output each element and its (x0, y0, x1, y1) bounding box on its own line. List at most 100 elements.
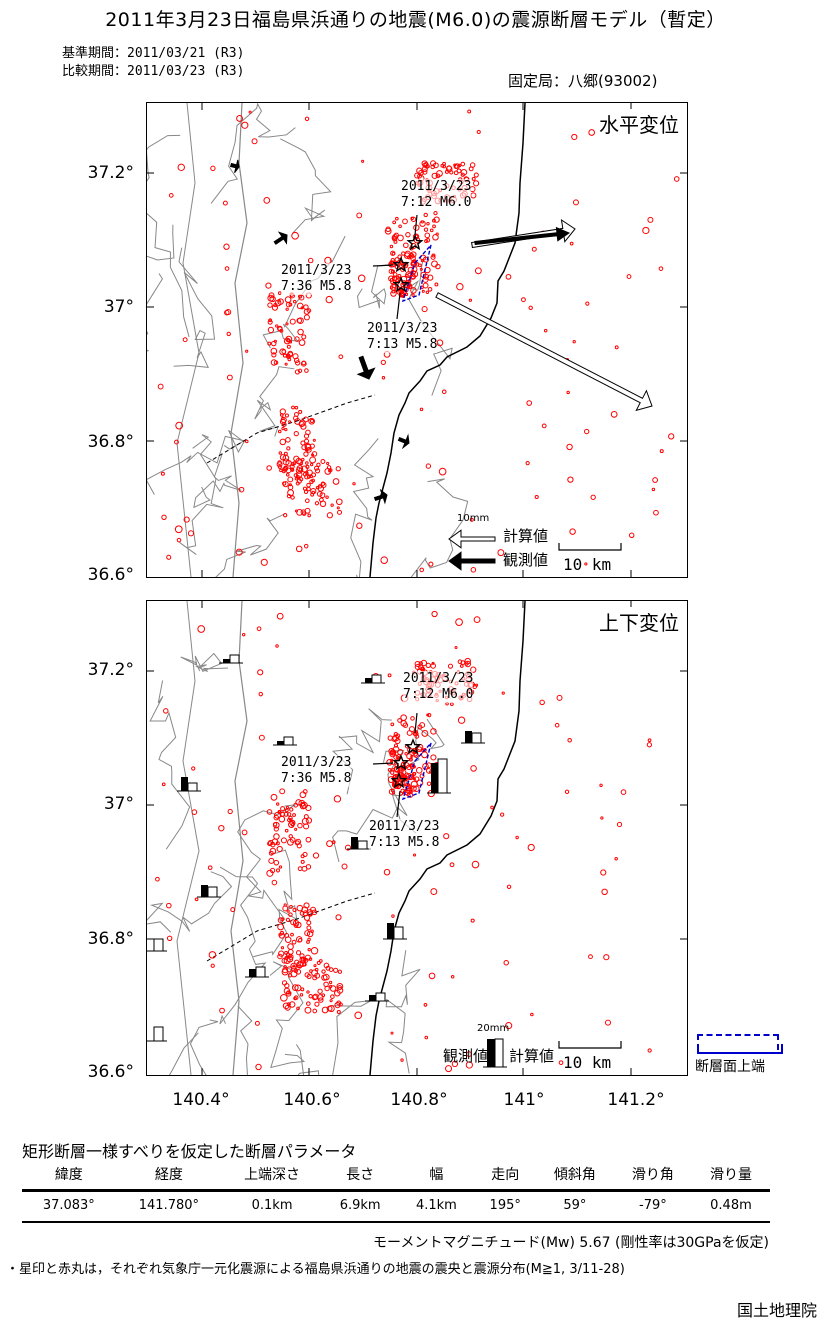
seismicity-dot (299, 993, 304, 997)
seismicity-dot (277, 810, 282, 815)
seismicity-dot (515, 835, 519, 840)
contour-line (176, 103, 200, 577)
seismicity-dot (296, 302, 304, 310)
seismicity-dot (384, 227, 392, 235)
seismicity-dot (435, 263, 441, 270)
seismicity-dot (269, 295, 276, 303)
seismicity-dot (290, 467, 294, 471)
seismicity-dot (470, 192, 477, 199)
label-leader (414, 712, 418, 734)
contour-line (149, 680, 191, 850)
seismicity-dot (286, 493, 292, 499)
seismicity-dot (585, 301, 590, 306)
seismicity-dot (326, 1005, 333, 1012)
cell: 37.083° (22, 1190, 116, 1223)
seismicity-dot (646, 742, 652, 748)
seismicity-dot (293, 802, 299, 808)
cell: 195° (474, 1190, 536, 1223)
seismicity-dot (218, 824, 225, 832)
seismicity-dot (501, 691, 505, 695)
seismicity-dot (157, 383, 164, 390)
seismicity-dot (566, 390, 570, 395)
seismicity-dot (525, 460, 530, 466)
seismicity-dot (245, 349, 249, 353)
seismicity-dot (335, 914, 342, 921)
seismicity-dot (390, 1031, 394, 1035)
seismicity-dot (312, 1008, 318, 1014)
seismicity-dot (471, 176, 476, 181)
seismicity-dot (294, 509, 298, 513)
y-tick-label: 36.6° (87, 565, 134, 585)
seismicity-dot (469, 162, 476, 168)
seismicity-dot (647, 738, 652, 743)
seismicity-dot (294, 336, 300, 342)
seismicity-dot (236, 115, 243, 122)
seismicity-dot (614, 857, 618, 861)
seismicity-dot (288, 991, 292, 995)
seismicity-dot (388, 268, 394, 274)
seismicity-dot (283, 987, 291, 995)
prefecture-boundary (206, 394, 376, 464)
seismicity-dot (424, 1035, 429, 1040)
seismicity-dot (286, 812, 292, 817)
observed-bar-icon (369, 995, 376, 1001)
seismicity-dot (422, 169, 428, 175)
seismicity-dot (286, 446, 291, 451)
seismicity-dot (528, 305, 533, 311)
seismicity-dot (161, 514, 167, 520)
seismicity-dot (210, 165, 216, 172)
seismicity-dot (317, 988, 323, 994)
seismicity-dot (441, 389, 447, 395)
label-leader (396, 292, 401, 320)
seismicity-dot (647, 216, 654, 223)
seismicity-dot (288, 912, 293, 917)
seismicity-dot (326, 512, 333, 519)
seismicity-dot (304, 447, 309, 452)
seismicity-dot (306, 990, 310, 994)
seismicity-dot (647, 1048, 652, 1053)
params-title: 矩形断層一様すべりを仮定した断層パラメータ (22, 1142, 357, 1161)
seismicity-dot (405, 787, 412, 794)
seismicity-dot (337, 969, 343, 974)
seismicity-dot (431, 260, 438, 268)
observed-bar-icon (201, 885, 208, 897)
seismicity-dot (447, 663, 454, 669)
seismicity-dot (290, 823, 295, 827)
seismicity-dot (653, 509, 659, 516)
seismicity-dot (558, 1060, 564, 1066)
seismicity-dot (310, 906, 317, 913)
seismicity-dot (400, 1058, 404, 1062)
seismicity-dot (191, 809, 198, 815)
seismicity-dot (414, 734, 420, 739)
seismicity-dot (432, 224, 436, 229)
seismicity-dot (292, 907, 297, 913)
seismicity-dot (285, 322, 289, 326)
contour-line (385, 950, 421, 1074)
seismicity-dot (414, 663, 421, 670)
seismicity-dot (194, 897, 199, 902)
seismicity-dot (168, 193, 174, 198)
seismicity-dot (300, 440, 306, 446)
seismicity-dot (391, 914, 395, 918)
seismicity-dot (505, 1022, 513, 1030)
cell: 59° (535, 1190, 614, 1223)
seismicity-dot (299, 791, 307, 799)
seismicity-dot (302, 416, 309, 423)
seismicity-dot (306, 925, 312, 931)
seismicity-dot (296, 1006, 300, 1011)
seismicity-dot (266, 465, 272, 471)
seismicity-dot (283, 451, 288, 456)
contour-line (237, 1005, 253, 1075)
seismicity-dot (314, 468, 321, 474)
calculated-bar-icon (283, 736, 294, 746)
seismicity-dot (423, 1003, 428, 1007)
seismicity-dot (329, 985, 337, 992)
seismicity-dot (442, 164, 447, 169)
seismicity-dot (282, 513, 288, 518)
seismicity-dot (298, 409, 303, 414)
seismicity-dot (614, 345, 619, 350)
seismicity-dot (505, 273, 512, 280)
seismicity-dot (413, 752, 419, 758)
seismicity-dot (397, 254, 403, 260)
seismicity-dot (361, 159, 365, 163)
